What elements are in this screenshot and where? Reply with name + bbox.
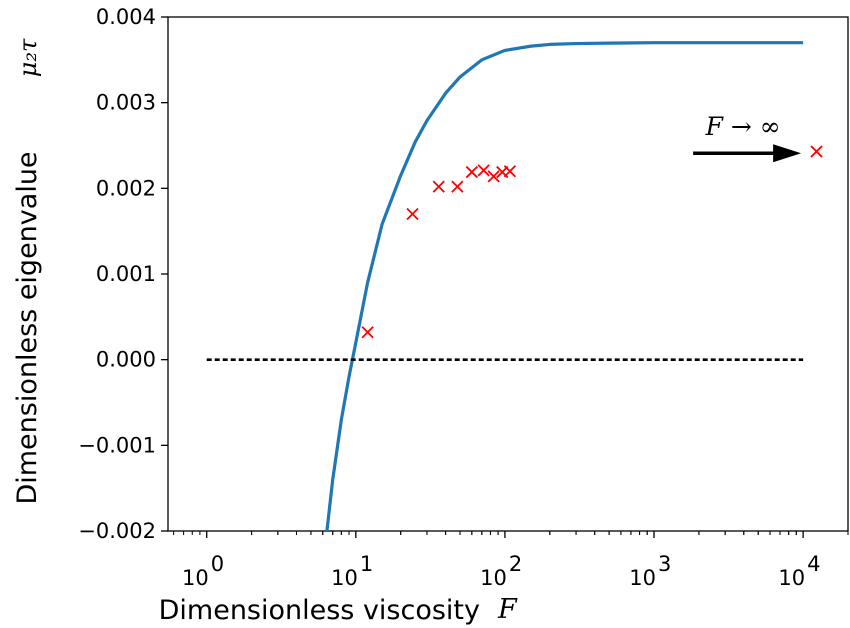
x-tick-label-base: 10 (331, 566, 358, 590)
data-point-marker (432, 180, 445, 193)
x-tick-label-exponent: 3 (658, 552, 671, 576)
y-tick-label: −0.002 (78, 519, 156, 543)
limit-arrow-head (773, 144, 802, 163)
series-layer (206, 41, 823, 532)
x-axis-label: Dimensionless viscosity (159, 595, 480, 626)
y-tick-label: 0.004 (96, 5, 156, 29)
plot-frame (167, 16, 849, 532)
data-point-marker (503, 165, 517, 178)
data-point-marker (465, 165, 478, 179)
x-tick-label-exponent: 4 (807, 552, 820, 576)
y-axis-label: Dimensionless eigenvalue (12, 151, 43, 504)
x-tick-label-base: 10 (480, 566, 507, 590)
x-tick-label-exponent: 1 (360, 552, 373, 576)
x-tick-label-base: 10 (182, 566, 209, 590)
plot-area (167, 16, 849, 532)
y-tick-label: 0.002 (96, 176, 156, 200)
data-point-marker (361, 326, 374, 339)
data-point-marker (477, 164, 490, 177)
y-tick-label: 0.003 (96, 91, 156, 115)
y-tick-label: 0.000 (96, 348, 156, 372)
x-axis-symbol: F (497, 594, 518, 625)
x-tick-label-exponent: 2 (509, 552, 522, 576)
axis-ticks: −0.002−0.0010.0000.0010.0020.0030.004100… (78, 5, 849, 590)
data-point-marker (451, 180, 464, 193)
data-point-marker (810, 145, 823, 158)
data-point-marker (487, 170, 500, 183)
data-point-marker (406, 207, 419, 221)
x-tick-label-exponent: 0 (211, 552, 224, 576)
x-tick-label-base: 10 (778, 566, 805, 590)
y-tick-label: 0.001 (96, 262, 156, 286)
y-axis-symbol: μ₂τ (14, 38, 42, 77)
x-tick-label-base: 10 (629, 566, 656, 590)
annotation-layer: F → ∞ (693, 112, 802, 163)
limit-annotation-text: F → ∞ (705, 112, 781, 141)
y-tick-label: −0.001 (78, 433, 156, 457)
